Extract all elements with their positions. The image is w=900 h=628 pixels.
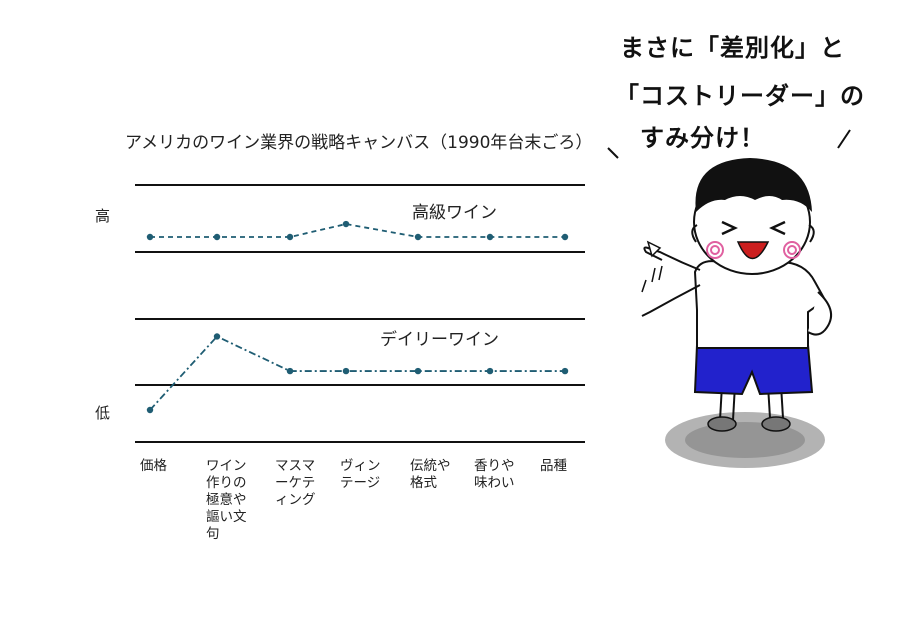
series-1-point-6 <box>561 367 569 375</box>
left-ear <box>691 224 698 243</box>
right-ear <box>808 224 815 243</box>
series-0-point-4 <box>414 233 422 241</box>
y-axis-high-label: 高 <box>95 207 111 225</box>
pointing-arm <box>643 246 701 271</box>
left-eye <box>721 220 738 236</box>
left-cheek-swirl <box>710 245 720 255</box>
category-label-winemaking: ワイン作りの極意や謳い文句 <box>206 458 247 542</box>
series-label-luxury-wine: 高級ワイン <box>412 203 497 223</box>
series-0-point-0 <box>146 233 154 241</box>
speech-line-3: すみ分け！ <box>640 124 765 152</box>
excitement-mark <box>607 147 619 159</box>
series-0-point-5 <box>486 233 494 241</box>
category-label-tradition: 伝統や格式 <box>410 458 451 491</box>
category-label-vintage: ヴィンテージ <box>340 458 381 491</box>
series-0-point-6 <box>561 233 569 241</box>
speech-line-1: まさに「差別化」と <box>620 34 845 62</box>
excitement-mark <box>837 129 851 149</box>
category-label-aroma: 香りや味わい <box>474 458 515 491</box>
right-shoe <box>761 416 791 432</box>
series-0-point-1 <box>213 233 221 241</box>
second-arm <box>641 284 701 317</box>
chart-series <box>146 220 569 414</box>
right-arm <box>807 291 833 336</box>
left-cheek-swirl <box>706 241 724 259</box>
category-label-variety: 品種 <box>540 458 567 474</box>
series-0-point-2 <box>286 233 294 241</box>
right-cheek-swirl <box>787 245 797 255</box>
series-line-1 <box>149 335 565 411</box>
mouth <box>736 241 770 260</box>
chart-title: アメリカのワイン業界の戦略キャンバス（1990年台末ごろ） <box>125 133 593 153</box>
motion-lines <box>641 265 663 293</box>
right-cheek-swirl <box>783 241 801 259</box>
series-line-0 <box>150 223 565 238</box>
y-axis-low-label: 低 <box>95 404 111 422</box>
cartoon-boy-illustration <box>607 129 851 468</box>
series-1-point-5 <box>486 367 494 375</box>
shorts <box>693 344 814 396</box>
series-1-point-3 <box>342 367 350 375</box>
series-1-point-1 <box>213 333 221 340</box>
hair <box>695 158 812 212</box>
series-0-point-3 <box>342 220 350 228</box>
series-label-daily-wine: デイリーワイン <box>380 330 499 350</box>
speech-line-2: 「コストリーダー」の <box>615 82 865 110</box>
series-1-point-4 <box>414 367 422 375</box>
series-1-point-2 <box>286 367 294 375</box>
pointing-hand <box>646 240 662 258</box>
right-eye <box>769 220 786 236</box>
category-label-mass-marketing: マスマーケティング <box>275 458 316 508</box>
chart-band-lines <box>135 184 585 443</box>
left-shoe <box>707 416 737 432</box>
category-label-price: 価格 <box>140 458 167 474</box>
series-1-point-0 <box>146 406 154 414</box>
